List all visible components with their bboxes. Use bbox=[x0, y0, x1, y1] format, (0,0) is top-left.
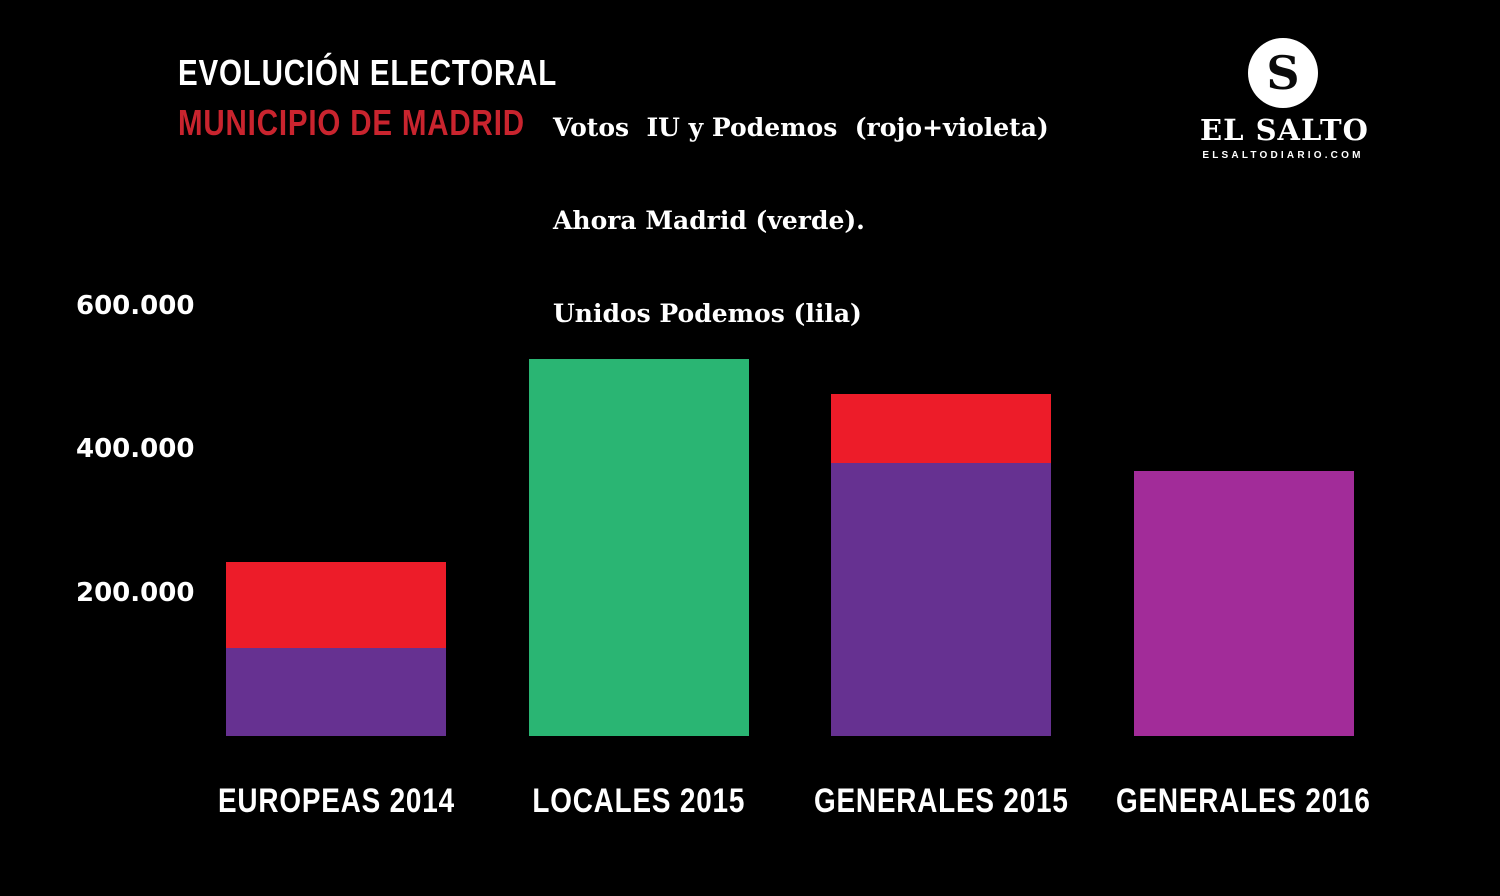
x-axis-label-europeas-2014: EUROPEAS 2014 bbox=[217, 782, 455, 820]
bar-segment-europeas-2014-iu-rojo- bbox=[226, 561, 446, 649]
logo-initial: S bbox=[1266, 46, 1300, 100]
page-title: EVOLUCIÓN ELECTORAL bbox=[178, 52, 558, 93]
bar-segment-europeas-2014-podemos-violeta- bbox=[226, 648, 446, 736]
x-axis-label-generales-2015: GENERALES 2015 bbox=[813, 782, 1069, 820]
y-axis-tick-600-000: 600.000 bbox=[76, 290, 195, 321]
bar-segment-generales-2016-unidos-podemos-lila- bbox=[1133, 470, 1354, 736]
x-axis-label-generales-2016: GENERALES 2016 bbox=[1116, 782, 1371, 820]
legend-line-verde: Ahora Madrid (verde). bbox=[553, 206, 865, 235]
y-axis-tick-200-000: 200.000 bbox=[76, 577, 195, 608]
el-salto-logo: S EL SALTO ELSALTODIARIO.COM bbox=[1200, 38, 1369, 161]
page-subtitle: MUNICIPIO DE MADRID bbox=[178, 102, 525, 143]
logo-s-icon: S bbox=[1248, 38, 1318, 108]
bar-segment-locales-2015-ahora-madrid-verde- bbox=[528, 359, 749, 736]
legend-line-rojo-violeta: Votos IU y Podemos (rojo+violeta) bbox=[553, 113, 1049, 142]
bar-segment-generales-2015-podemos-violeta- bbox=[831, 462, 1051, 736]
chart-legend: Votos IU y Podemos (rojo+violeta) Ahora … bbox=[553, 50, 1049, 391]
y-axis-tick-400-000: 400.000 bbox=[76, 434, 195, 464]
logo-site-url: ELSALTODIARIO.COM bbox=[1202, 150, 1364, 161]
logo-name: EL SALTO bbox=[1200, 113, 1369, 147]
bar-segment-generales-2015-iu-rojo- bbox=[831, 393, 1051, 463]
legend-line-lila: Unidos Podemos (lila) bbox=[553, 299, 862, 328]
title-block: EVOLUCIÓN ELECTORAL MUNICIPIO DE MADRID bbox=[178, 48, 640, 148]
x-axis-label-locales-2015: LOCALES 2015 bbox=[532, 782, 745, 820]
